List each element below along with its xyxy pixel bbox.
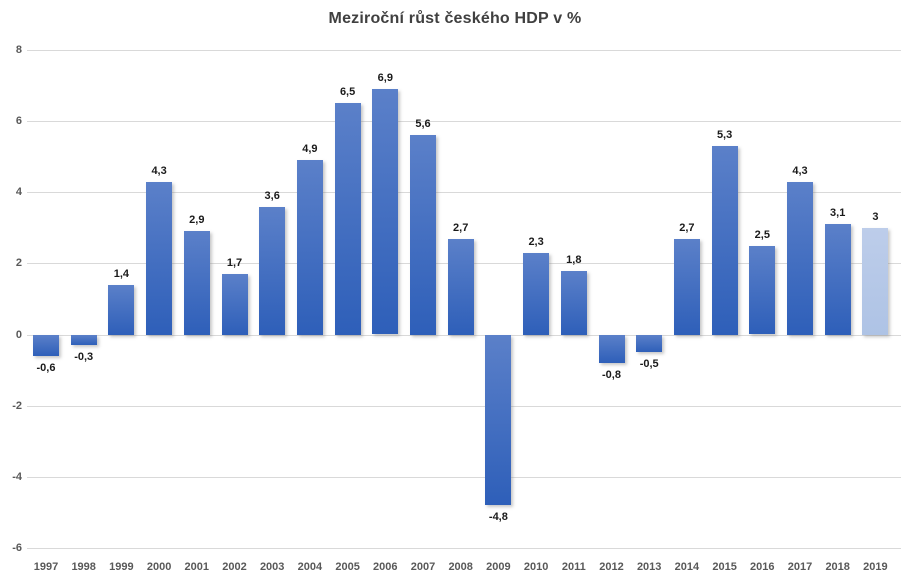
- bar-value-label: 4,9: [302, 143, 318, 156]
- bar-value-label: 3,1: [830, 207, 846, 220]
- bar-value-label: 3: [872, 210, 879, 223]
- bar-2018: [824, 224, 851, 335]
- bar-2019: [862, 227, 889, 335]
- y-tick-label: 4: [15, 186, 22, 198]
- x-tick-label: 2013: [636, 561, 662, 573]
- x-tick-label: 2007: [410, 561, 436, 573]
- gridline: [27, 121, 901, 122]
- bar-value-label: 6,5: [339, 86, 356, 99]
- y-tick-label: -4: [12, 471, 22, 483]
- bar-1998: [70, 334, 97, 346]
- bar-2010: [523, 252, 550, 335]
- x-tick-label: 2000: [146, 561, 172, 573]
- x-tick-label: 2016: [750, 561, 775, 573]
- bar-2008: [447, 238, 474, 335]
- bar-value-label: 2,7: [453, 221, 469, 234]
- gridline: [27, 50, 901, 51]
- y-tick-label: -2: [12, 400, 22, 412]
- gridline: [27, 477, 901, 478]
- x-tick-label: 2009: [486, 561, 511, 573]
- bar-2004: [296, 160, 323, 335]
- bar-2006: [372, 89, 399, 335]
- bar-value-label: 1,7: [226, 257, 243, 270]
- x-tick-label: 2014: [674, 561, 700, 573]
- bar-value-label: 4,3: [792, 164, 808, 177]
- x-tick-label: 2008: [448, 561, 473, 573]
- x-tick-label: 2004: [297, 561, 323, 573]
- bar-value-label: 3,6: [264, 189, 280, 202]
- gridline: [27, 548, 901, 549]
- bar-value-label: 2,5: [754, 228, 770, 241]
- bar-1997: [33, 334, 59, 356]
- bar-value-label: -0,6: [36, 361, 56, 374]
- bar-2000: [146, 181, 173, 335]
- x-tick-label: 2010: [523, 561, 549, 573]
- x-tick-label: 2018: [825, 561, 850, 573]
- x-tick-label: 2002: [222, 561, 247, 573]
- bar-2003: [259, 206, 286, 335]
- bar-2009: [485, 334, 512, 506]
- bar-value-label: -0,5: [639, 358, 659, 371]
- bar-2005: [334, 103, 361, 335]
- gridline: [27, 192, 901, 193]
- x-tick-label: 1999: [109, 561, 134, 573]
- x-tick-label: 1998: [71, 561, 96, 573]
- bar-value-label: 4,3: [151, 164, 167, 177]
- bar-value-label: 6,9: [377, 72, 393, 85]
- bar-value-label: 1,8: [566, 253, 582, 266]
- bar-2015: [711, 146, 738, 335]
- bar-value-label: 2,9: [189, 214, 205, 227]
- y-tick-label: 2: [15, 257, 22, 269]
- x-tick-label: 2015: [712, 561, 737, 573]
- gridline: [27, 406, 901, 407]
- bar-value-label: 2,7: [679, 221, 695, 234]
- bar-2013: [636, 334, 663, 353]
- x-tick-label: 1997: [33, 561, 59, 573]
- bar-value-label: 5,3: [716, 129, 733, 141]
- bar-2007: [410, 135, 436, 335]
- bar-2016: [749, 245, 776, 335]
- bar-2012: [598, 334, 625, 364]
- x-tick-label: 2017: [787, 561, 813, 573]
- x-tick-label: 2006: [373, 561, 398, 573]
- chart-title: Meziroční růst českého HDP v %: [328, 10, 582, 27]
- x-tick-label: 2005: [335, 561, 360, 573]
- bar-1999: [108, 284, 135, 335]
- bar-value-label: 5,6: [415, 118, 431, 131]
- x-tick-label: 2012: [599, 561, 624, 573]
- y-tick-label: 8: [15, 44, 22, 56]
- bar-value-label: 1,4: [113, 267, 130, 280]
- bar-value-label: -0,3: [74, 351, 94, 364]
- bar-2002: [221, 274, 248, 335]
- bar-2017: [787, 181, 813, 335]
- bar-2014: [673, 238, 700, 335]
- bar-value-label: -4,8: [488, 511, 508, 524]
- bar-value-label: -0,8: [602, 369, 621, 381]
- x-tick-label: 2019: [863, 561, 888, 573]
- y-tick-label: 0: [15, 329, 22, 341]
- x-tick-label: 2011: [561, 561, 586, 573]
- y-tick-label: -6: [12, 542, 22, 554]
- bar-2001: [183, 231, 210, 335]
- x-tick-label: 2003: [259, 561, 285, 573]
- y-tick-label: 6: [15, 115, 22, 127]
- x-tick-label: 2001: [184, 561, 210, 573]
- gridline: [27, 335, 901, 336]
- bar-value-label: 2,3: [528, 235, 544, 248]
- bar-2011: [560, 270, 587, 335]
